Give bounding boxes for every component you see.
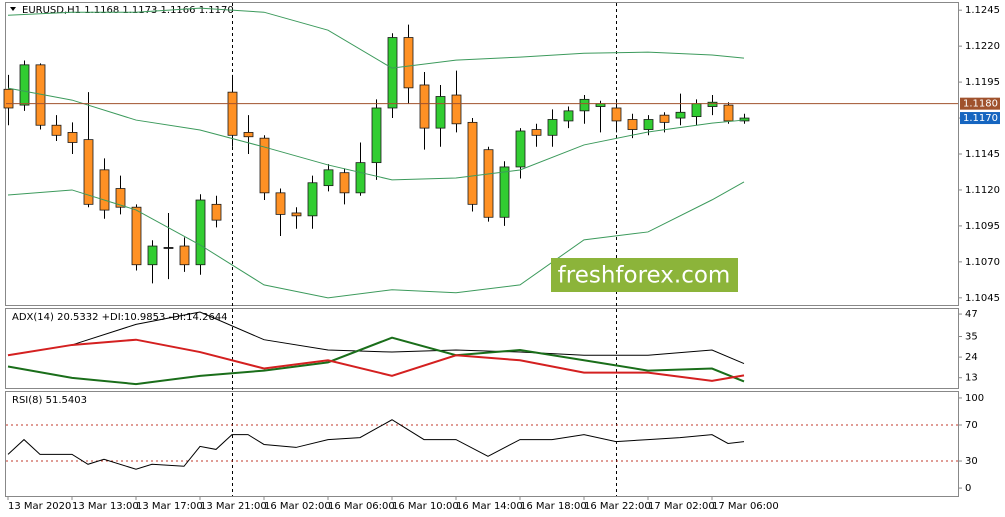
candle-body xyxy=(643,119,654,130)
price-line-label: 1.1180 xyxy=(963,99,998,110)
candle-body xyxy=(483,149,494,218)
candle-body xyxy=(147,245,158,266)
y-tick-label: 70 xyxy=(965,420,978,431)
adx-header: ADX(14) 20.5332 +DI:10.9853 -DI:14.2644 xyxy=(12,312,228,323)
candle-body xyxy=(115,188,126,208)
candle-body xyxy=(515,130,526,168)
candle-body xyxy=(499,166,510,218)
candle-body xyxy=(723,104,734,122)
x-tick-label: 13 Mar 17:00 xyxy=(136,501,203,512)
y-tick-label: 1.1245 xyxy=(965,5,1000,16)
y-tick-label: 1.1070 xyxy=(965,257,1000,268)
candle-body xyxy=(131,206,142,266)
x-tick-label: 16 Mar 22:00 xyxy=(584,501,651,512)
candle-body xyxy=(291,212,302,217)
indicator-line xyxy=(7,311,745,365)
collapse-icon xyxy=(10,7,16,11)
x-tick-label: 16 Mar 18:00 xyxy=(520,501,587,512)
candle-body xyxy=(275,192,286,215)
x-tick-label: 13 Mar 21:00 xyxy=(200,501,267,512)
x-tick-label: 13 Mar 2020 xyxy=(8,501,71,512)
candle-body xyxy=(19,64,30,106)
x-tick-label: 17 Mar 02:00 xyxy=(648,501,715,512)
candle-body xyxy=(163,247,174,249)
y-tick-label: 24 xyxy=(965,352,978,363)
x-tick-label: 16 Mar 06:00 xyxy=(328,501,395,512)
x-tick-label: 13 Mar 13:00 xyxy=(72,501,139,512)
candle-body xyxy=(403,37,414,89)
candle-body xyxy=(675,111,686,119)
candle-body xyxy=(531,129,542,136)
candle-body xyxy=(243,132,254,138)
indicator-line xyxy=(7,336,745,386)
bollinger-band xyxy=(7,87,745,181)
candle-body xyxy=(227,91,238,136)
indicator-line xyxy=(7,419,745,470)
candle-body xyxy=(371,107,382,164)
candle-body xyxy=(611,107,622,122)
candle-body xyxy=(547,119,558,136)
candle-body xyxy=(67,132,78,143)
y-tick-label: 47 xyxy=(965,309,978,320)
candle-body xyxy=(339,172,350,194)
candle-body xyxy=(435,96,446,129)
candle-body xyxy=(355,162,366,194)
candle-body xyxy=(691,103,702,118)
candle-body xyxy=(99,169,110,211)
candle-body xyxy=(307,182,318,217)
candle-body xyxy=(467,121,478,205)
y-tick-label: 13 xyxy=(965,373,978,384)
candle-body xyxy=(3,88,14,109)
x-tick-label: 16 Mar 14:00 xyxy=(456,501,523,512)
candle-body xyxy=(739,117,750,122)
price-line-tag xyxy=(960,97,1000,110)
candle-body xyxy=(387,37,398,109)
candle-body xyxy=(419,84,430,129)
x-tick-label: 16 Mar 02:00 xyxy=(264,501,331,512)
candle-body xyxy=(51,124,62,136)
watermark-box xyxy=(551,258,738,292)
bid-line-label: 1.1170 xyxy=(963,113,998,124)
candle-body xyxy=(579,98,590,112)
candle-body xyxy=(195,199,206,266)
y-tick-label: 35 xyxy=(965,332,978,343)
candle-body xyxy=(627,119,638,130)
watermark: freshforex.com xyxy=(558,263,731,289)
y-tick-label: 0 xyxy=(965,483,971,494)
candle-body xyxy=(259,137,270,194)
adx-panel xyxy=(5,308,959,389)
x-tick-label: 17 Mar 06:00 xyxy=(712,501,779,512)
candle-body xyxy=(323,169,334,187)
indicator-line xyxy=(7,338,745,382)
bollinger-band xyxy=(7,7,745,69)
x-tick-label: 16 Mar 10:00 xyxy=(392,501,459,512)
symbol-header: EURUSD,H1 1.1168 1.1173 1.1166 1.1170 xyxy=(22,5,234,16)
bollinger-band xyxy=(7,181,745,299)
y-tick-label: 1.1045 xyxy=(965,293,1000,304)
rsi-panel xyxy=(5,391,959,497)
candle-body xyxy=(179,245,190,266)
candle-body xyxy=(659,114,670,123)
y-tick-label: 1.1220 xyxy=(965,41,1000,52)
candle-body xyxy=(707,101,718,107)
y-tick-label: 1.1120 xyxy=(965,185,1000,196)
candle-body xyxy=(211,203,222,221)
y-tick-label: 1.1195 xyxy=(965,77,1000,88)
y-tick-label: 1.1095 xyxy=(965,221,1000,232)
y-tick-label: 100 xyxy=(965,393,984,404)
y-tick-label: 30 xyxy=(965,456,978,467)
rsi-header: RSI(8) 51.5403 xyxy=(12,395,87,406)
bid-line-tag xyxy=(960,112,1000,125)
candle-body xyxy=(83,139,94,205)
candle-body xyxy=(563,110,574,122)
candle-body xyxy=(451,94,462,125)
y-tick-label: 1.1145 xyxy=(965,149,1000,160)
